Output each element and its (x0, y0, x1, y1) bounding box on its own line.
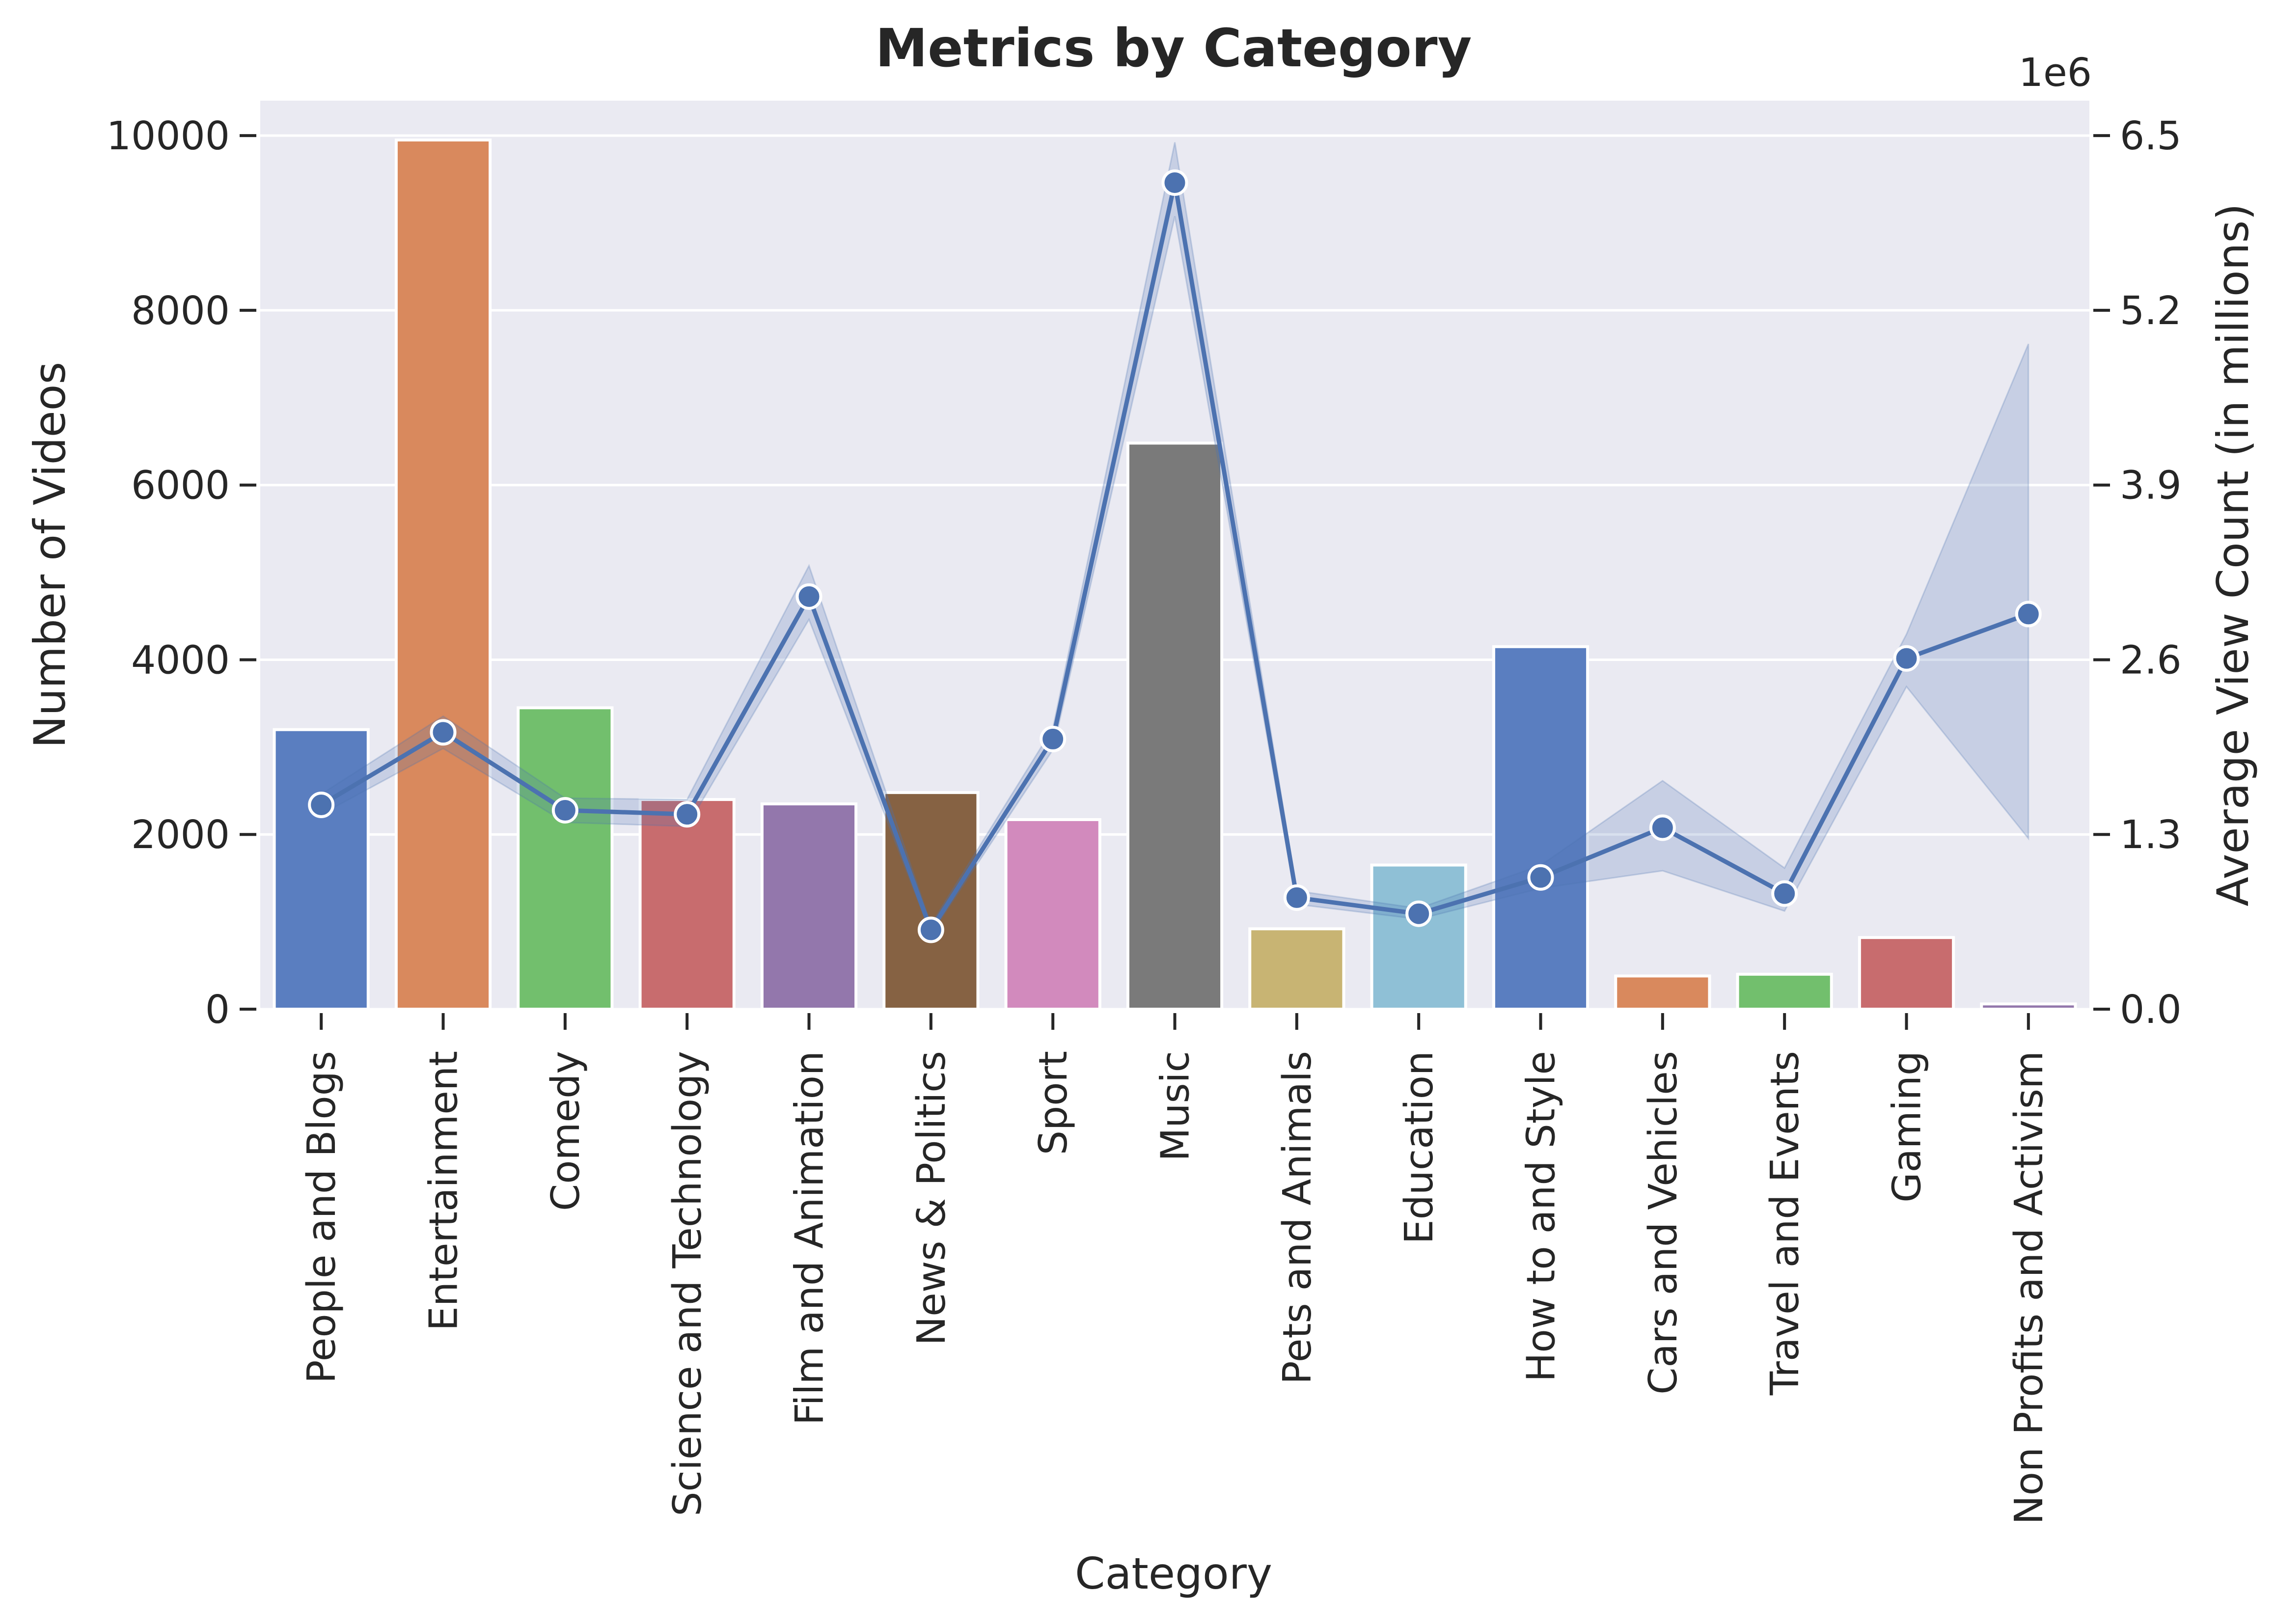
x-tick-label: How to and Style (1519, 1051, 1564, 1382)
y2-tick-label: 3.9 (2120, 463, 2182, 508)
y-axis-title: Number of Videos (25, 362, 75, 748)
y2-tick-label: 1.3 (2120, 812, 2182, 857)
y-tick-label: 4000 (131, 637, 230, 683)
bar (1858, 936, 1955, 1011)
bar (760, 802, 858, 1011)
bars (273, 138, 2077, 1011)
x-tick-label: Entertainment (421, 1051, 466, 1331)
bar (394, 138, 492, 1011)
line-point (1283, 884, 1310, 911)
line-point (674, 801, 701, 828)
bar (1126, 441, 1224, 1011)
y-tick-label: 8000 (131, 288, 230, 333)
chart-title: Metrics by Category (876, 18, 1472, 79)
y-tick-label: 2000 (131, 812, 230, 857)
line-point (1771, 880, 1798, 907)
line-point (551, 797, 578, 824)
line-point (308, 792, 335, 819)
bar (882, 791, 980, 1011)
bar (1614, 974, 1711, 1011)
y2-offset-text: 1e6 (2019, 50, 2092, 95)
line-point (917, 916, 944, 943)
y2-axis-title: Average View Count (in millions) (2208, 203, 2258, 906)
y-tick-label: 10000 (107, 113, 230, 159)
line-point (1649, 814, 1676, 841)
line-point (1040, 725, 1067, 752)
line-point (1161, 169, 1188, 196)
tick-labels: 0 2000 4000 6000 8000 10000 0.0 1.3 2.6 3.9 5.2 6.5… (107, 113, 2182, 1524)
line-point (1405, 900, 1432, 927)
x-tick-label: Science and Technology (665, 1051, 710, 1516)
x-tick-label: Non Profits and Activism (2006, 1051, 2052, 1525)
line-point (795, 583, 822, 610)
x-tick-label: Comedy (543, 1051, 588, 1211)
x-tick-label: Film and Animation (787, 1051, 832, 1425)
y2-tick-label: 6.5 (2120, 113, 2182, 159)
x-tick-label: People and Blogs (299, 1051, 344, 1383)
x-tick-label: News & Politics (909, 1051, 954, 1346)
x-tick-label: Education (1397, 1051, 1442, 1244)
bar (1736, 972, 1833, 1011)
bar (1004, 818, 1101, 1011)
line-point (430, 719, 457, 746)
bar (1370, 863, 1467, 1011)
x-tick-label: Music (1153, 1051, 1198, 1161)
axes (240, 134, 2110, 1030)
x-axis-title: Category (1075, 1548, 1272, 1599)
line-point (1527, 864, 1554, 891)
line-point (2015, 601, 2042, 628)
y2-tick-label: 0.0 (2120, 987, 2182, 1032)
y-tick-label: 6000 (131, 463, 230, 508)
x-tick-label: Travel and Events (1762, 1051, 1808, 1396)
bar (273, 728, 370, 1011)
bar (1492, 645, 1590, 1011)
bar (517, 706, 614, 1011)
x-tick-label: Cars and Vehicles (1641, 1051, 1686, 1395)
bar (638, 798, 736, 1011)
bar (1248, 927, 1345, 1011)
bar (1980, 1002, 2077, 1011)
y2-tick-label: 2.6 (2120, 637, 2182, 683)
line-point (1893, 645, 1920, 672)
avg-view-line (308, 169, 2042, 943)
x-tick-label: Sport (1031, 1051, 1076, 1155)
x-tick-label: Pets and Animals (1275, 1051, 1320, 1384)
x-tick-label: Gaming (1885, 1051, 1930, 1203)
y2-tick-label: 5.2 (2120, 288, 2182, 333)
y-tick-label: 0 (205, 987, 230, 1032)
